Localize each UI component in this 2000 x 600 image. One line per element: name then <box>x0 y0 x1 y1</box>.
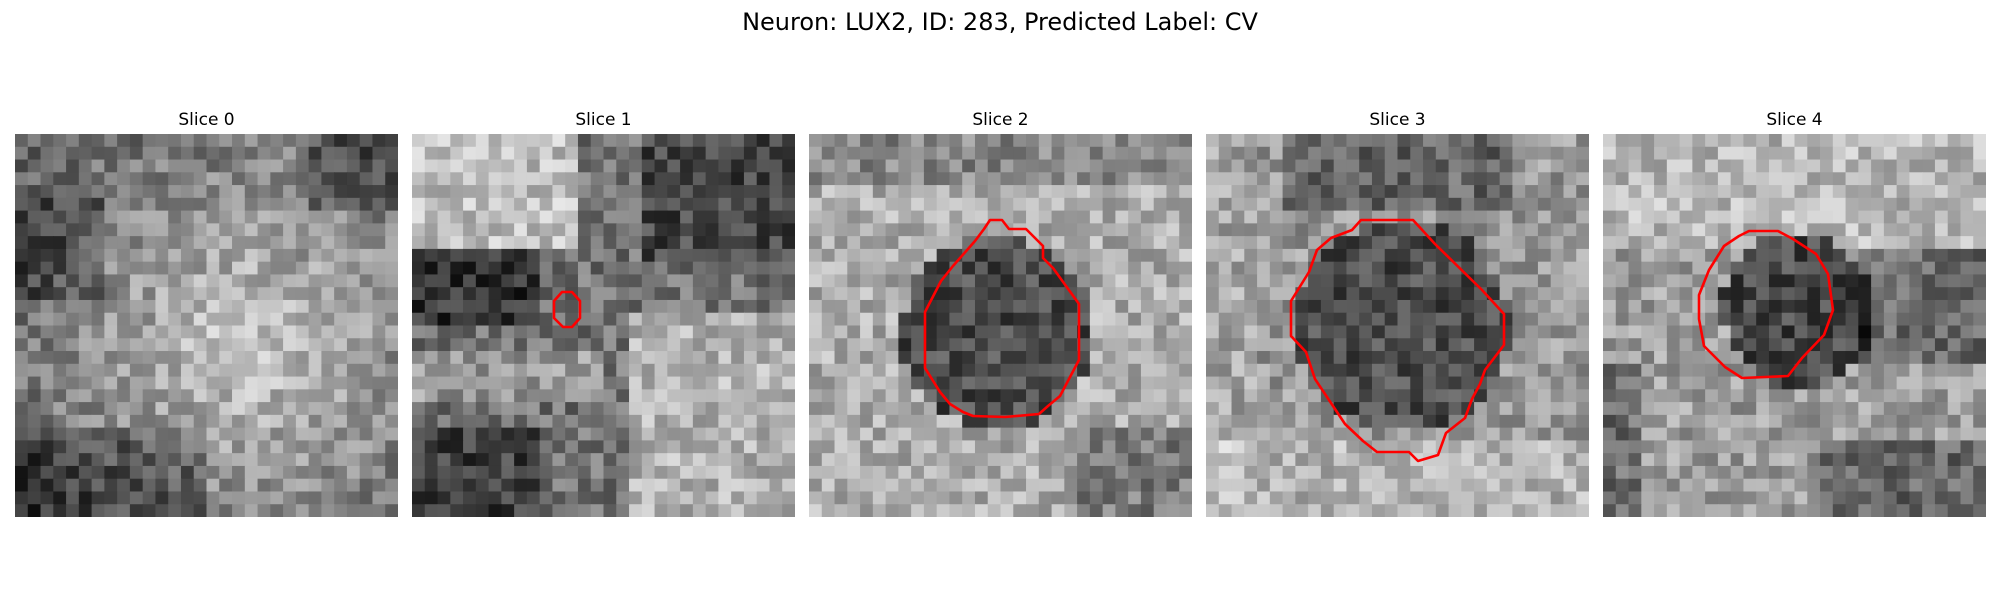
slice-image <box>809 134 1192 517</box>
slice-panel-2: Slice 2 <box>809 110 1192 517</box>
slice-title: Slice 2 <box>972 110 1029 130</box>
slice-title: Slice 1 <box>575 110 632 130</box>
segmentation-contour <box>1289 218 1506 463</box>
segmentation-contour <box>923 218 1081 419</box>
slice-panel-0: Slice 0 <box>15 110 398 517</box>
segmentation-contour <box>552 290 582 329</box>
segmentation-contour <box>1697 229 1835 380</box>
slice-panel-4: Slice 4 <box>1603 110 1986 517</box>
figure-title: Neuron: LUX2, ID: 283, Predicted Label: … <box>742 8 1258 36</box>
slice-image <box>15 134 398 517</box>
slice-image <box>1603 134 1986 517</box>
slice-panel-3: Slice 3 <box>1206 110 1589 517</box>
slice-title: Slice 0 <box>178 110 235 130</box>
slice-image <box>1206 134 1589 517</box>
slice-title: Slice 3 <box>1369 110 1426 130</box>
slice-image <box>412 134 795 517</box>
slice-title: Slice 4 <box>1766 110 1823 130</box>
slice-panel-1: Slice 1 <box>412 110 795 517</box>
